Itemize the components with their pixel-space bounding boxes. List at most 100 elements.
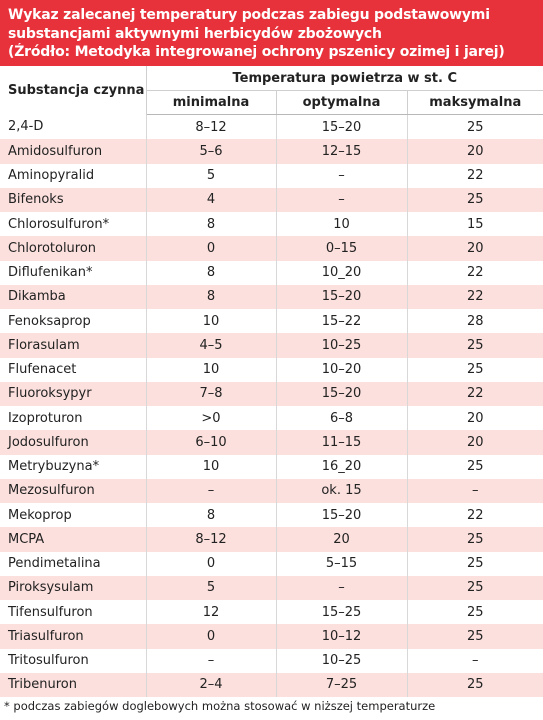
cell-opt: 20 [276,527,408,552]
table-row: Metrybuzyna* 10 16_20 25 [0,454,543,479]
cell-max: 22 [466,168,484,184]
cell-min: 4–5 [146,333,277,358]
cell-max: 15 [466,216,484,232]
cell-substance: 2,4-D [0,114,147,140]
cell-substance: Fluoroksypyr [0,381,147,406]
cell-max: 25 [407,187,543,212]
cell-min: 2–4 [146,672,277,697]
table-row: Mezosulfuron – ok. 15– [0,478,543,503]
cell-min: 5–6 [146,139,277,164]
cell-substance: Aminopyralid [0,163,147,188]
table-row: Diflufenikan* 8 10_20 22 [0,260,543,285]
header-temperature-group: Temperatura powietrza w st. C [146,66,543,91]
cell-min: 8–12 [146,527,277,552]
cell-max: 25 [466,556,484,572]
table-row: Chlorosulfuron* 8 10 15 [0,212,543,237]
table-row: Flufenacet 10 10–20 25 [0,357,543,382]
cell-max: 20 [466,410,484,426]
cell-opt: – [276,187,408,212]
header-max: maksymalna [407,90,543,115]
table-row: Tritosulfuron –10–25– [0,648,543,673]
title-line: (Źródło: Metodyka integrowanej ochrony p… [8,44,505,60]
header-substance: Substancja czynna [0,66,147,115]
table-row: Tribenuron 2–4 7–25 25 [0,672,543,697]
cell-opt: 15–20 [276,284,408,309]
cell-substance: Jodosulfuron [0,430,147,455]
cell-min: – [146,478,277,503]
table-row: Mekoprop 8 15–20 22 [0,503,543,528]
cell-min: – [146,648,277,673]
table-row: Bifenoks 4–25 [0,187,543,212]
cell-max: 22 [466,265,484,281]
cell-min: 10 [146,309,277,334]
cell-min: 0 [146,236,277,261]
cell-substance: Piroksysulam [0,575,147,600]
table-row: Fluoroksypyr 7–8 15–20 22 [0,381,543,406]
cell-max: – [472,653,479,669]
table-row: Pendimetalina 0 5–15 25 [0,551,543,576]
table-header: Substancja czynna Temperatura powietrza … [0,66,543,115]
cell-max: 28 [466,313,484,329]
cell-substance: Metrybuzyna* [0,454,147,479]
cell-opt: 6–8 [276,406,408,431]
cell-substance: Tifensulfuron [0,600,147,625]
cell-substance: Chlorosulfuron* [0,212,147,237]
cell-min: 10 [146,357,277,382]
table-title: Wykaz zalecanej temperatury podczas zabi… [0,0,543,66]
cell-opt: 15–20 [276,114,408,140]
cell-substance: Chlorotoluron [0,236,147,261]
cell-min: 6–10 [146,430,277,455]
cell-opt: 10 [276,212,408,237]
cell-max: 25 [466,119,484,135]
cell-substance: Amidosulfuron [0,139,147,164]
cell-substance: Tritosulfuron [0,648,147,673]
cell-max: 25 [466,459,484,475]
table-row: Fenoksaprop 10 15–22 28 [0,309,543,334]
cell-substance: Tribenuron [0,672,147,697]
table-row: 2,4-D 8–12 15–20 25 [0,114,543,140]
cell-opt: – [276,163,408,188]
cell-min: 4 [146,187,277,212]
cell-max: 22 [407,284,543,309]
cell-max: 20 [407,236,543,261]
cell-min: 0 [146,624,277,649]
cell-max: 22 [407,381,543,406]
table-row: Florasulam 4–5 10–25 25 [0,333,543,358]
cell-min: 8–12 [146,114,277,140]
cell-substance: Dikamba [0,284,147,309]
cell-min: 12 [146,600,277,625]
cell-min: 8 [146,212,277,237]
table-body: 2,4-D 8–12 15–20 25 Amidosulfuron 5–6 12–15 20 A… [0,114,543,697]
cell-opt: 15–22 [276,309,408,334]
cell-substance: Diflufenikan* [0,260,147,285]
cell-opt: 0–15 [276,236,408,261]
footnote: * podczas zabiegów doglebowych można sto… [4,699,436,713]
cell-min: 8 [146,284,277,309]
table-row: Dikamba 8 15–20 22 [0,284,543,309]
table-row: Aminopyralid 5– 22 [0,163,543,188]
cell-opt: 12–15 [276,139,408,164]
cell-max: 25 [466,604,484,620]
cell-opt: 15–20 [276,503,408,528]
cell-max: 20 [407,430,543,455]
cell-substance: Fenoksaprop [0,309,147,334]
cell-max: 25 [407,575,543,600]
table-row: Amidosulfuron 5–6 12–15 20 [0,139,543,164]
cell-opt: 5–15 [276,551,408,576]
header-min: minimalna [146,90,277,115]
cell-max: 25 [466,362,484,378]
cell-max: 20 [407,139,543,164]
table-row: Jodosulfuron 6–10 11–15 20 [0,430,543,455]
cell-substance: MCPA [0,527,147,552]
cell-substance: Triasulfuron [0,624,147,649]
cell-opt: 16_20 [276,454,408,479]
cell-max: 25 [407,624,543,649]
cell-opt: 10–25 [276,333,408,358]
header-opt: optymalna [276,90,408,115]
cell-opt: 15–20 [276,381,408,406]
table-row: MCPA 8–12 20 25 [0,527,543,552]
cell-opt: 10–20 [276,357,408,382]
cell-opt: 11–15 [276,430,408,455]
cell-opt: 10–25 [276,648,408,673]
cell-substance: Mezosulfuron [0,478,147,503]
